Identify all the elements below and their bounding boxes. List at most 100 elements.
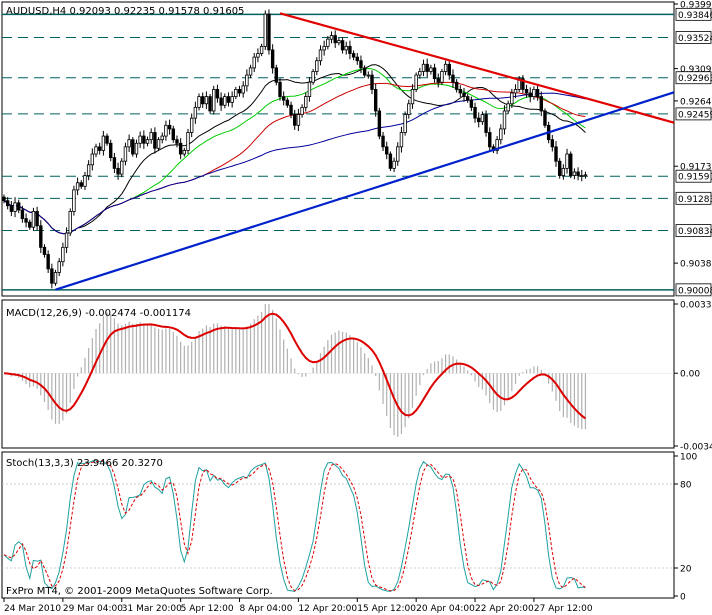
candle[interactable] (2, 194, 6, 204)
candle[interactable] (447, 59, 451, 80)
candle[interactable] (182, 147, 187, 157)
candle[interactable] (112, 152, 117, 174)
candle[interactable] (502, 105, 507, 135)
candle[interactable] (223, 93, 227, 109)
stoch-panel[interactable]: Stoch(13,3,3) 23.9466 20.3270 FxPro MT4,… (1, 451, 675, 599)
candle[interactable] (57, 258, 61, 277)
candle[interactable] (307, 77, 312, 102)
candle[interactable] (576, 167, 580, 181)
candle[interactable] (64, 227, 69, 254)
candle[interactable] (219, 92, 223, 111)
candle[interactable] (583, 171, 588, 179)
candle[interactable] (245, 69, 249, 92)
candle[interactable] (127, 134, 131, 153)
candle[interactable] (72, 185, 76, 216)
candle[interactable] (28, 219, 32, 230)
candle[interactable] (340, 36, 345, 54)
trendline-blue[interactable] (55, 91, 675, 291)
candle[interactable] (293, 109, 297, 130)
trendline-red[interactable] (279, 12, 675, 124)
candle[interactable] (289, 101, 293, 119)
candle[interactable] (351, 50, 356, 61)
candle[interactable] (226, 92, 231, 107)
candle[interactable] (535, 85, 540, 101)
candle[interactable] (90, 148, 95, 171)
candle[interactable] (572, 168, 577, 180)
candle[interactable] (355, 52, 359, 65)
candle[interactable] (53, 269, 58, 286)
candle[interactable] (123, 142, 128, 166)
candle[interactable] (167, 119, 172, 135)
candle[interactable] (436, 73, 440, 88)
candle[interactable] (175, 135, 179, 148)
candle[interactable] (425, 58, 429, 78)
candle[interactable] (399, 126, 404, 153)
candle[interactable] (373, 83, 378, 117)
candle[interactable] (451, 69, 455, 88)
candle[interactable] (440, 68, 444, 85)
candle[interactable] (120, 158, 124, 178)
candle[interactable] (97, 142, 102, 155)
candle[interactable] (13, 197, 17, 218)
candle[interactable] (215, 84, 220, 103)
candle[interactable] (35, 206, 39, 231)
candle[interactable] (366, 71, 371, 79)
candle[interactable] (263, 10, 267, 50)
candle[interactable] (68, 208, 72, 237)
candle[interactable] (39, 220, 43, 254)
candle[interactable] (248, 64, 253, 79)
candle[interactable] (285, 97, 290, 108)
macd-signal-line[interactable] (3, 312, 586, 420)
candle[interactable] (197, 93, 201, 111)
candle[interactable] (256, 48, 260, 63)
candle[interactable] (322, 40, 326, 56)
candle[interactable] (296, 108, 301, 131)
candle[interactable] (186, 128, 190, 155)
candle[interactable] (528, 87, 532, 103)
candle[interactable] (259, 43, 264, 57)
candle[interactable] (230, 91, 234, 108)
candle[interactable] (300, 104, 304, 118)
candle[interactable] (17, 199, 21, 214)
candle[interactable] (5, 197, 10, 210)
candle[interactable] (267, 9, 271, 55)
candle[interactable] (241, 81, 245, 98)
candle[interactable] (109, 139, 113, 162)
candle[interactable] (465, 94, 470, 103)
candle[interactable] (432, 63, 437, 83)
candle[interactable] (79, 180, 83, 189)
candle[interactable] (156, 137, 161, 151)
candle[interactable] (521, 75, 525, 94)
candle[interactable] (311, 68, 315, 85)
candle[interactable] (138, 131, 142, 148)
price-panel[interactable]: AUDUSD,H4 0.92093 0.92235 0.91578 0.9160… (1, 1, 675, 297)
candle[interactable] (414, 72, 418, 93)
candle[interactable] (429, 64, 433, 75)
candle[interactable] (377, 107, 382, 140)
candle[interactable] (50, 263, 54, 289)
candle[interactable] (385, 141, 389, 160)
candle[interactable] (484, 110, 488, 137)
candle[interactable] (407, 99, 411, 119)
candle[interactable] (160, 132, 164, 144)
candle[interactable] (304, 92, 308, 112)
candle[interactable] (370, 70, 374, 95)
candle[interactable] (561, 164, 566, 180)
candle[interactable] (153, 127, 157, 154)
candle[interactable] (473, 102, 477, 123)
moving-average-blue[interactable] (3, 92, 586, 235)
candle[interactable] (145, 136, 150, 147)
candle[interactable] (193, 101, 198, 124)
candle[interactable] (403, 111, 407, 136)
candle[interactable] (171, 125, 175, 143)
candle[interactable] (164, 120, 168, 141)
candle[interactable] (418, 67, 422, 79)
candle[interactable] (101, 130, 106, 156)
candle[interactable] (116, 162, 120, 180)
candle[interactable] (337, 38, 341, 46)
candle[interactable] (281, 91, 286, 106)
candle[interactable] (513, 84, 518, 99)
candle[interactable] (344, 41, 348, 55)
candle[interactable] (326, 36, 330, 50)
